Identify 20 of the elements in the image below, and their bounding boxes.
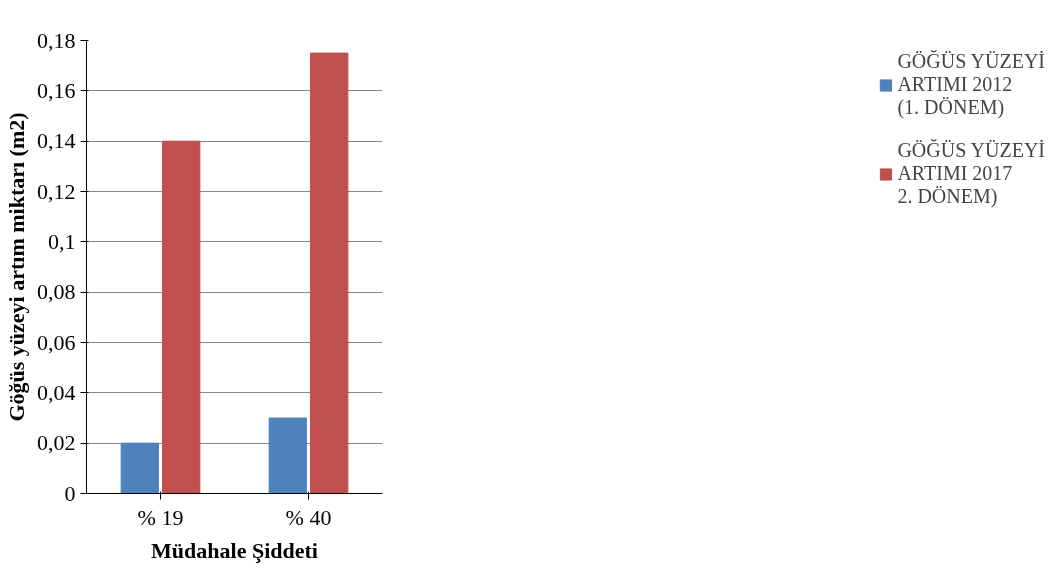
bar: [120, 442, 159, 494]
y-tick-label: 0,1: [48, 228, 76, 254]
y-tick-label: 0,06: [37, 329, 76, 355]
x-tick-label: % 40: [285, 504, 332, 530]
y-tick-label: 0,14: [37, 128, 76, 154]
y-tick-label: 0,12: [37, 178, 76, 204]
x-tick-label: % 19: [137, 504, 184, 530]
bar: [162, 140, 201, 494]
y-tick-label: 0,18: [37, 27, 76, 53]
y-tick-label: 0,04: [37, 379, 76, 405]
y-tick-label: 0,08: [37, 279, 76, 305]
y-axis-title: Göğüs yüzeyi artım miktarı (m2): [4, 112, 29, 422]
y-tick-label: 0: [64, 480, 76, 506]
legend-label: GÖĞÜS YÜZEYİ ARTIMI 2012 (1. DÖNEM): [897, 50, 1045, 119]
bar: [268, 417, 307, 494]
bar: [310, 52, 349, 494]
y-tick-label: 0,02: [37, 430, 76, 456]
y-tick-label: 0,16: [37, 77, 76, 103]
x-axis-title: Müdahale Şiddeti: [151, 537, 318, 563]
legend-label: GÖĞÜS YÜZEYİ ARTIMI 2017 2. DÖNEM): [897, 139, 1045, 208]
